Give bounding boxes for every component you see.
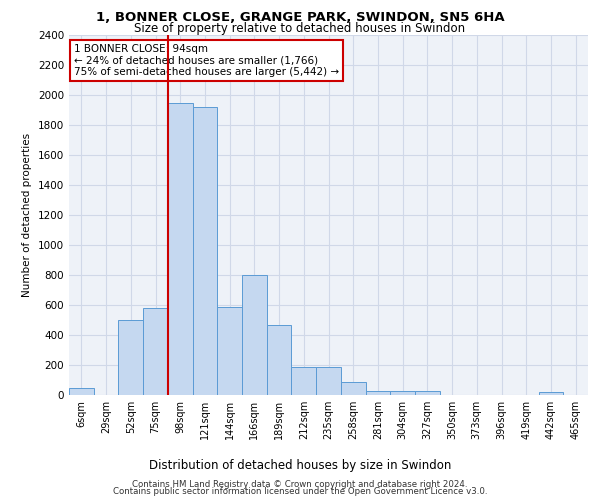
Bar bbox=[390, 391, 415, 395]
Bar bbox=[292, 366, 316, 395]
Text: Contains public sector information licensed under the Open Government Licence v3: Contains public sector information licen… bbox=[113, 487, 487, 496]
Bar bbox=[365, 390, 390, 395]
Bar bbox=[267, 324, 292, 395]
Text: Size of property relative to detached houses in Swindon: Size of property relative to detached ho… bbox=[134, 22, 466, 35]
Bar bbox=[193, 107, 217, 395]
Text: Contains HM Land Registry data © Crown copyright and database right 2024.: Contains HM Land Registry data © Crown c… bbox=[132, 480, 468, 489]
Bar bbox=[143, 308, 168, 395]
Bar bbox=[316, 366, 341, 395]
Bar bbox=[69, 388, 94, 395]
Bar bbox=[168, 102, 193, 395]
Text: 1 BONNER CLOSE: 94sqm
← 24% of detached houses are smaller (1,766)
75% of semi-d: 1 BONNER CLOSE: 94sqm ← 24% of detached … bbox=[74, 44, 340, 77]
Bar bbox=[118, 320, 143, 395]
Bar bbox=[217, 306, 242, 395]
Y-axis label: Number of detached properties: Number of detached properties bbox=[22, 133, 32, 297]
Bar bbox=[415, 391, 440, 395]
Text: 1, BONNER CLOSE, GRANGE PARK, SWINDON, SN5 6HA: 1, BONNER CLOSE, GRANGE PARK, SWINDON, S… bbox=[95, 11, 505, 24]
Text: Distribution of detached houses by size in Swindon: Distribution of detached houses by size … bbox=[149, 460, 451, 472]
Bar bbox=[539, 392, 563, 395]
Bar bbox=[341, 382, 365, 395]
Bar bbox=[242, 275, 267, 395]
